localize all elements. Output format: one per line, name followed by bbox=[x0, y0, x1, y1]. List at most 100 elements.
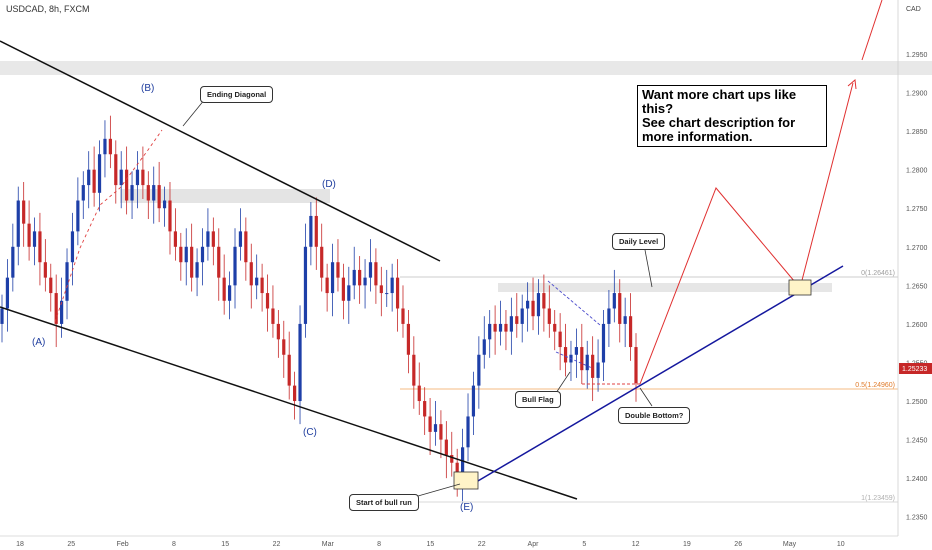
candle-body bbox=[22, 200, 26, 224]
candle-body bbox=[477, 354, 481, 386]
candle-body bbox=[439, 424, 443, 440]
supply-zone-february bbox=[120, 189, 330, 203]
candle-body bbox=[450, 455, 454, 463]
candle-body bbox=[70, 231, 75, 263]
info-callout: Want more chart ups like this? See chart… bbox=[637, 85, 827, 147]
candle-body bbox=[60, 300, 64, 324]
fib-label-1: 1(1.23459) bbox=[861, 495, 895, 502]
candle-body bbox=[558, 331, 562, 348]
projection-arrowhead bbox=[847, 79, 857, 90]
candle-body bbox=[43, 262, 47, 278]
candle-body bbox=[249, 262, 253, 286]
candle-body bbox=[363, 277, 367, 286]
candle-body bbox=[368, 262, 373, 278]
candle-body bbox=[152, 185, 156, 201]
candle-body bbox=[200, 246, 205, 263]
candle-body bbox=[195, 262, 199, 278]
candle-body bbox=[553, 323, 557, 332]
candle-body bbox=[374, 262, 378, 286]
last-price-tag: 1.25233 bbox=[902, 366, 927, 373]
bullish-support-line bbox=[465, 265, 844, 489]
candle-body bbox=[509, 316, 513, 332]
candle-body bbox=[531, 300, 535, 317]
time-tick-6: Mar bbox=[322, 541, 335, 548]
candle-body bbox=[97, 154, 102, 193]
candle-body bbox=[27, 223, 31, 247]
double-bottom-label: Double Bottom? bbox=[618, 407, 691, 424]
start-bull-run-box bbox=[453, 471, 479, 490]
candle-body bbox=[493, 323, 497, 332]
candle-body bbox=[114, 154, 118, 186]
candle-body bbox=[125, 169, 129, 201]
daily-level-zone bbox=[498, 283, 832, 292]
candle-body bbox=[482, 339, 486, 355]
candle-body bbox=[38, 231, 42, 263]
candle-body bbox=[87, 169, 91, 186]
wave-label-e: (E) bbox=[460, 502, 473, 513]
candle-body bbox=[601, 323, 606, 363]
candle-body bbox=[612, 293, 616, 309]
candle-body bbox=[607, 308, 611, 324]
candle-body bbox=[135, 169, 140, 186]
candle-body bbox=[591, 354, 595, 378]
candle-body bbox=[547, 308, 551, 324]
candle-body bbox=[157, 185, 161, 209]
candle-body bbox=[179, 246, 183, 263]
candle-body bbox=[341, 277, 345, 301]
candle-body bbox=[628, 316, 633, 348]
candle-body bbox=[103, 138, 107, 155]
candle-body bbox=[325, 277, 329, 294]
candle-body bbox=[618, 293, 622, 324]
candle-body bbox=[244, 231, 248, 263]
candle-body bbox=[428, 416, 432, 432]
time-tick-4: 15 bbox=[221, 541, 229, 548]
candle-body bbox=[119, 169, 123, 186]
candle-body bbox=[336, 262, 340, 278]
candle-body bbox=[227, 285, 232, 301]
price-axis-ticks: 1.2950 1.2900 1.2850 1.2800 1.2750 1.2700 1.26… bbox=[906, 52, 928, 522]
candle-body bbox=[190, 246, 194, 278]
price-tick-0: 1.2950 bbox=[906, 52, 928, 59]
ending-diagonal-label: Ending Diagonal bbox=[200, 86, 274, 103]
candle-body bbox=[76, 200, 80, 232]
candle-body bbox=[65, 262, 69, 301]
candle-body bbox=[395, 277, 400, 309]
candle-body bbox=[423, 401, 427, 417]
time-tick-14: 26 bbox=[734, 541, 742, 548]
price-tick-2: 1.2850 bbox=[906, 129, 928, 136]
candle-body bbox=[634, 347, 638, 384]
price-tick-5: 1.2700 bbox=[906, 245, 928, 252]
candle-body bbox=[238, 231, 243, 247]
wave-a-b-dashed bbox=[54, 129, 163, 323]
candles-group bbox=[0, 115, 638, 502]
price-tick-6: 1.2650 bbox=[906, 283, 928, 290]
time-tick-3: 8 bbox=[172, 541, 176, 548]
candle-body bbox=[406, 323, 411, 355]
candle-body bbox=[471, 385, 476, 417]
candle-body bbox=[585, 354, 589, 371]
candle-body bbox=[260, 277, 264, 294]
candle-body bbox=[460, 447, 465, 479]
fib-label-0: 0(1.26461) bbox=[861, 270, 895, 277]
time-tick-2: Feb bbox=[117, 541, 129, 548]
candle-body bbox=[298, 323, 302, 402]
projection-path bbox=[639, 82, 854, 385]
time-tick-0: 18 bbox=[16, 541, 24, 548]
candle-body bbox=[563, 347, 568, 363]
candle-body bbox=[108, 138, 112, 155]
price-axis-currency: CAD bbox=[906, 6, 921, 13]
candle-body bbox=[11, 246, 15, 278]
candle-body bbox=[515, 316, 519, 324]
bull-flag-upper bbox=[547, 280, 601, 326]
candle-body bbox=[184, 246, 188, 263]
connector-start-bull-run bbox=[417, 483, 461, 497]
start-bull-run-label: Start of bull run bbox=[349, 494, 419, 511]
candle-body bbox=[542, 293, 546, 309]
upper-trendline bbox=[0, 40, 441, 262]
candle-body bbox=[330, 262, 335, 294]
candle-body bbox=[146, 185, 150, 201]
candle-body bbox=[265, 293, 270, 309]
candle-body bbox=[81, 185, 85, 201]
candle-body bbox=[358, 269, 362, 286]
